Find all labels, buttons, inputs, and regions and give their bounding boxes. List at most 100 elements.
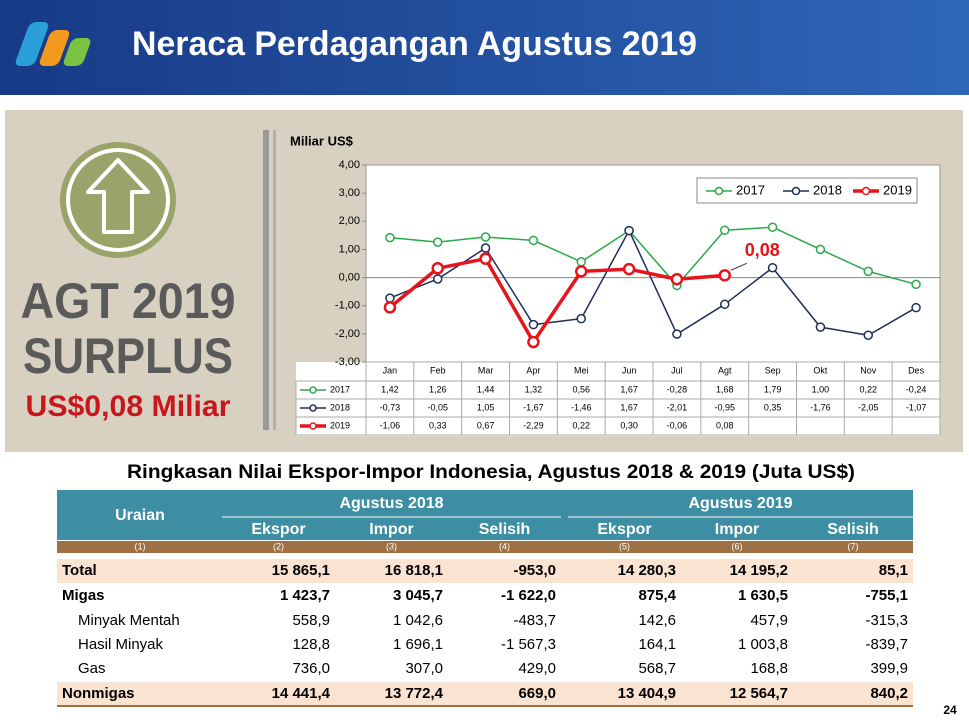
x-tick-label: Jan [383,365,398,375]
table-header-bg [57,490,913,540]
data-point [528,235,539,246]
table-value: 0,22 [572,420,590,430]
data-point [576,257,586,267]
table-title: Ringkasan Nilai Ekspor-Impor Indonesia, … [127,462,855,483]
legend-label: 2019 [330,420,350,430]
x-tick-label: Jun [622,365,637,375]
x-tick-label: Okt [813,365,828,375]
row-highlight [57,559,913,583]
table-cell: -755,1 [865,587,908,604]
table-column: Ekspor [251,521,305,538]
data-point [670,273,684,286]
data-point [431,262,444,275]
row-label: Hasil Minyak [78,636,164,653]
table-cell: 1 423,7 [280,587,330,604]
table-cell: 399,9 [870,660,908,677]
table-cell: 85,1 [879,562,908,579]
data-point [528,319,539,330]
table-cell: 429,0 [518,660,556,677]
column-number: (5) [619,541,630,551]
table-value: 1,67 [620,402,638,412]
column-number: (7) [848,541,859,551]
slide-title: Neraca Perdagangan Agustus 2019 [132,25,697,63]
table-cell: 12 564,7 [730,685,788,702]
x-tick-label: Sep [765,365,781,375]
table-value: 1,42 [381,384,399,394]
number-row-bg [57,541,913,553]
table-column: Impor [715,521,759,538]
series-line [389,229,917,337]
y-tick-label: -3,00 [335,356,360,368]
table-value: 1,67 [620,384,638,394]
table-cell: 1 042,6 [393,612,443,629]
y-tick-label: 3,00 [339,187,360,199]
x-tick-label: Agt [718,365,732,375]
row-label: Migas [62,587,105,604]
table-cell: 128,8 [292,636,330,653]
table-cell: 15 865,1 [272,562,330,579]
column-number: (2) [273,541,284,551]
legend-marker [309,422,317,430]
table-cell: 168,8 [750,660,788,677]
table-column: Ekspor [597,521,651,538]
legend-label: 2019 [883,182,912,197]
table-value: 1,32 [525,384,543,394]
legend-label: 2018 [813,182,842,197]
up-arrow-icon [60,142,176,258]
data-point [672,329,682,339]
y-tick-label: 0,00 [339,271,360,283]
data-point [720,299,730,310]
table-value: -1,67 [523,402,544,412]
data-point [863,266,873,277]
table-cell: 14 280,3 [618,562,676,579]
table-cell: 142,6 [638,612,676,629]
table-cell: 875,4 [638,587,676,604]
data-point [718,269,731,282]
divider [263,130,269,430]
table-cell: 16 818,1 [385,562,443,579]
period-label: AGT 2019 [21,273,236,329]
table-value: 1,68 [716,384,734,394]
table-cell: 307,0 [405,660,443,677]
table-group: Agustus 2019 [688,495,792,512]
y-tick-label: -1,00 [335,300,360,312]
x-tick-label: Des [908,365,925,375]
data-point [767,222,778,232]
series-line [388,256,725,344]
table-value: -2,29 [523,420,544,430]
x-tick-label: Apr [526,365,540,375]
table-value: 0,35 [764,402,782,412]
data-point [624,225,634,236]
table-group: Agustus 2018 [339,495,443,512]
y-tick-label: -2,00 [335,328,360,340]
table-value: 0,30 [620,420,638,430]
data-point [622,262,636,276]
legend-marker [861,186,871,196]
data-point [720,225,730,236]
table-value: -0,24 [906,384,927,394]
y-tick-label: 2,00 [339,215,360,227]
table-value: 1,79 [764,384,782,394]
legend-marker [309,386,317,394]
series-line [389,226,917,287]
table-cell: 13 404,9 [618,685,676,702]
table-value: 1,26 [429,384,447,394]
table-cell: 1 630,5 [738,587,788,604]
column-number: (6) [732,541,743,551]
page-number: 24 [943,703,957,717]
data-point [479,252,492,265]
table-value: -1,76 [810,402,831,412]
table-cell: 558,9 [292,612,330,629]
table-column: Selisih [827,521,879,538]
data-point [911,279,921,290]
header-bar [0,0,969,95]
data-point [480,243,491,253]
row-label: Minyak Mentah [78,612,180,629]
data-point [815,322,826,332]
table-column: Selisih [479,521,531,538]
data-point [911,302,921,313]
table-value: 0,22 [859,384,877,394]
legend-marker [309,404,317,412]
x-tick-label: Mar [478,365,494,375]
